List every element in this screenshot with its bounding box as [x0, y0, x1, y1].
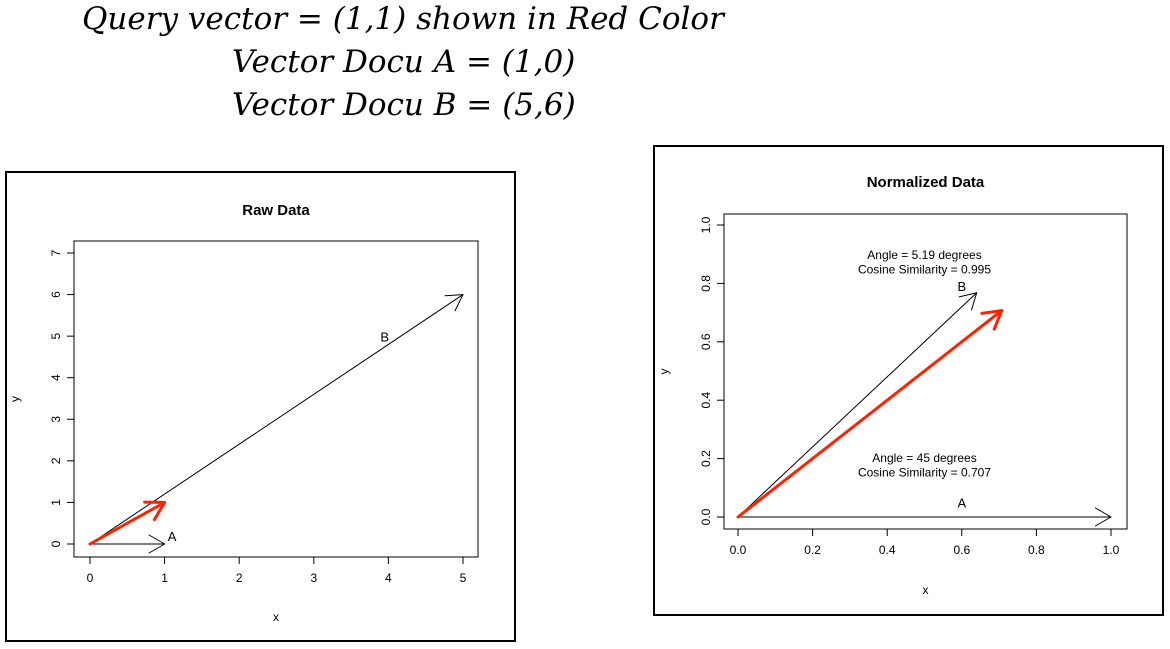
x-axis-label: x — [273, 610, 279, 624]
query-vector-arrow-shaft — [736, 309, 1004, 519]
vector-b-arrow-head — [958, 292, 978, 311]
x-tick-label: 0.0 — [730, 543, 747, 557]
x-tick-label: 5 — [460, 571, 467, 585]
annotation-text: Cosine Similarity = 0.707 — [858, 465, 991, 479]
x-tick-label: 0 — [87, 571, 94, 585]
x-tick-label: 1 — [161, 571, 168, 585]
x-tick-label: 4 — [385, 571, 392, 585]
y-tick-label: 1.0 — [699, 216, 713, 233]
vector-a-arrow — [737, 507, 1112, 527]
annotation-text: Angle = 45 degrees — [872, 451, 976, 465]
vector-b-arrow-shaft — [737, 292, 978, 518]
y-tick-label: 0.8 — [699, 275, 713, 292]
y-tick-label: 7 — [49, 249, 63, 256]
figure-frame — [5, 171, 516, 642]
x-tick-label: 2 — [236, 571, 243, 585]
x-tick-label: 3 — [310, 571, 317, 585]
x-tick-label: 0.2 — [804, 543, 821, 557]
y-tick-label: 4 — [49, 374, 63, 381]
vector-a-label: A — [168, 529, 177, 544]
y-tick-label: 6 — [49, 291, 63, 298]
chart-title: Raw Data — [242, 202, 310, 219]
equations-block: Query vector = (1,1) shown in Red Color … — [0, 0, 1170, 130]
y-tick-label: 5 — [49, 332, 63, 339]
y-tick-label: 0.0 — [699, 508, 713, 525]
query-vector-equation: Query vector = (1,1) shown in Red Color — [82, 1, 724, 37]
query-vector-arrow-head — [980, 309, 1004, 331]
raw-data-plot: Raw Data x y 0 1 2 3 4 5 0 1 2 3 4 5 6 7 A B — [5, 171, 516, 642]
vector-a-label: A — [957, 495, 966, 510]
y-tick-label: 0.2 — [699, 450, 713, 467]
annotation-text: Cosine Similarity = 0.995 — [858, 262, 991, 276]
x-axis-label: x — [923, 583, 929, 597]
y-tick-label: 0.6 — [699, 333, 713, 350]
y-axis-label: y — [657, 369, 671, 375]
x-tick-label: 0.8 — [1028, 543, 1045, 557]
vector-b-arrow-head — [444, 294, 464, 312]
query-vector-arrow-shaft — [88, 500, 167, 546]
vector-a-arrow-head — [148, 534, 166, 554]
y-tick-label: 0 — [49, 540, 63, 547]
y-tick-label: 1 — [49, 499, 63, 506]
x-tick-label: 0.6 — [953, 543, 970, 557]
x-tick-label: 0.4 — [879, 543, 896, 557]
doc-a-equation: Vector Docu A = (1,0) — [232, 44, 576, 80]
query-vector-arrow — [736, 309, 1004, 519]
vector-b-label: B — [957, 279, 966, 294]
query-vector-arrow — [88, 500, 167, 546]
y-tick-label: 2 — [49, 457, 63, 464]
y-axis-label: y — [8, 396, 22, 402]
chart-title: Normalized Data — [867, 174, 985, 191]
vector-b-label: B — [380, 330, 389, 345]
x-tick-label: 1.0 — [1103, 543, 1120, 557]
y-tick-label: 3 — [49, 416, 63, 423]
y-tick-label: 0.4 — [699, 392, 713, 409]
query-vector-arrow-head — [143, 500, 167, 522]
vector-a-arrow-head — [1094, 507, 1112, 527]
annotation-text: Angle = 5.19 degrees — [867, 248, 981, 262]
figure-frame — [653, 145, 1164, 616]
vector-a-arrow — [89, 534, 166, 554]
vector-b-arrow — [737, 292, 978, 518]
normalized-data-plot: Normalized Data x y 0.0 0.2 0.4 0.6 0.8 1.0 0.0 0.… — [653, 145, 1164, 616]
doc-b-equation: Vector Docu B = (5,6) — [232, 87, 576, 123]
